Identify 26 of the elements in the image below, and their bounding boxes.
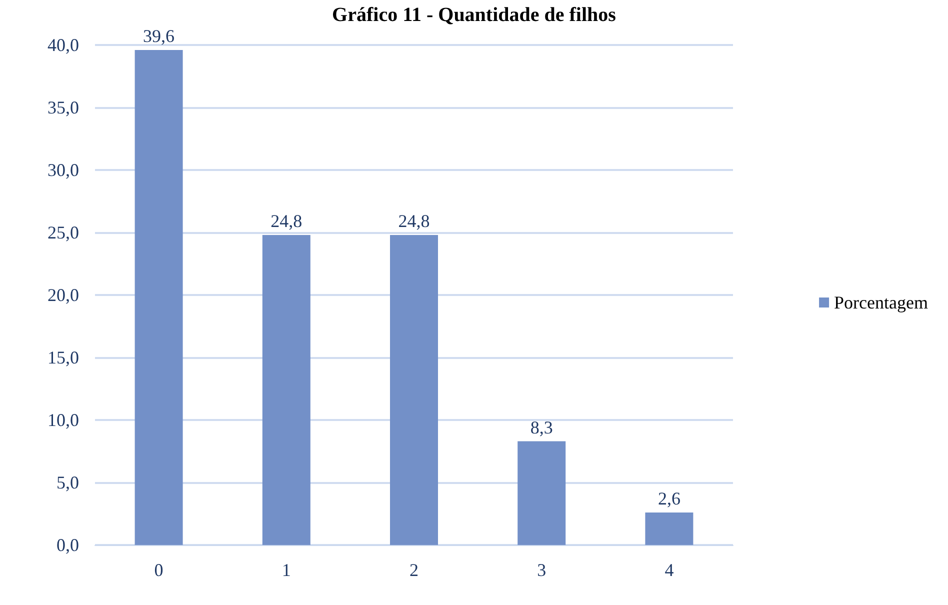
bar: [134, 50, 183, 545]
y-tick-label: 10,0: [48, 410, 79, 430]
bar: [645, 512, 694, 545]
data-label: 39,6: [143, 26, 175, 46]
chart-title: Gráfico 11 - Quantidade de filhos: [332, 4, 616, 26]
data-label: 24,8: [270, 211, 302, 231]
bar: [262, 235, 310, 545]
y-tick-label: 40,0: [48, 35, 79, 55]
y-tick-label: 30,0: [48, 160, 79, 180]
data-label: 2,6: [658, 488, 680, 508]
legend-label: Porcentagem: [834, 292, 928, 312]
x-tick-label: 4: [664, 560, 674, 580]
y-tick-label: 0,0: [56, 535, 79, 555]
data-label: 8,3: [530, 417, 553, 438]
y-tick-label: 20,0: [48, 285, 79, 305]
x-tick-label: 1: [282, 560, 291, 580]
y-tick-label: 35,0: [48, 98, 79, 118]
x-tick-label: 2: [410, 560, 418, 580]
data-label: 24,8: [398, 211, 430, 231]
y-tick-label: 25,0: [48, 222, 79, 242]
y-tick-label: 5,0: [56, 472, 79, 492]
bar: [390, 235, 438, 545]
x-tick-label: 0: [154, 560, 164, 580]
bar: [518, 441, 566, 545]
x-tick-label: 3: [537, 560, 546, 580]
y-tick-label: 15,0: [48, 348, 79, 368]
